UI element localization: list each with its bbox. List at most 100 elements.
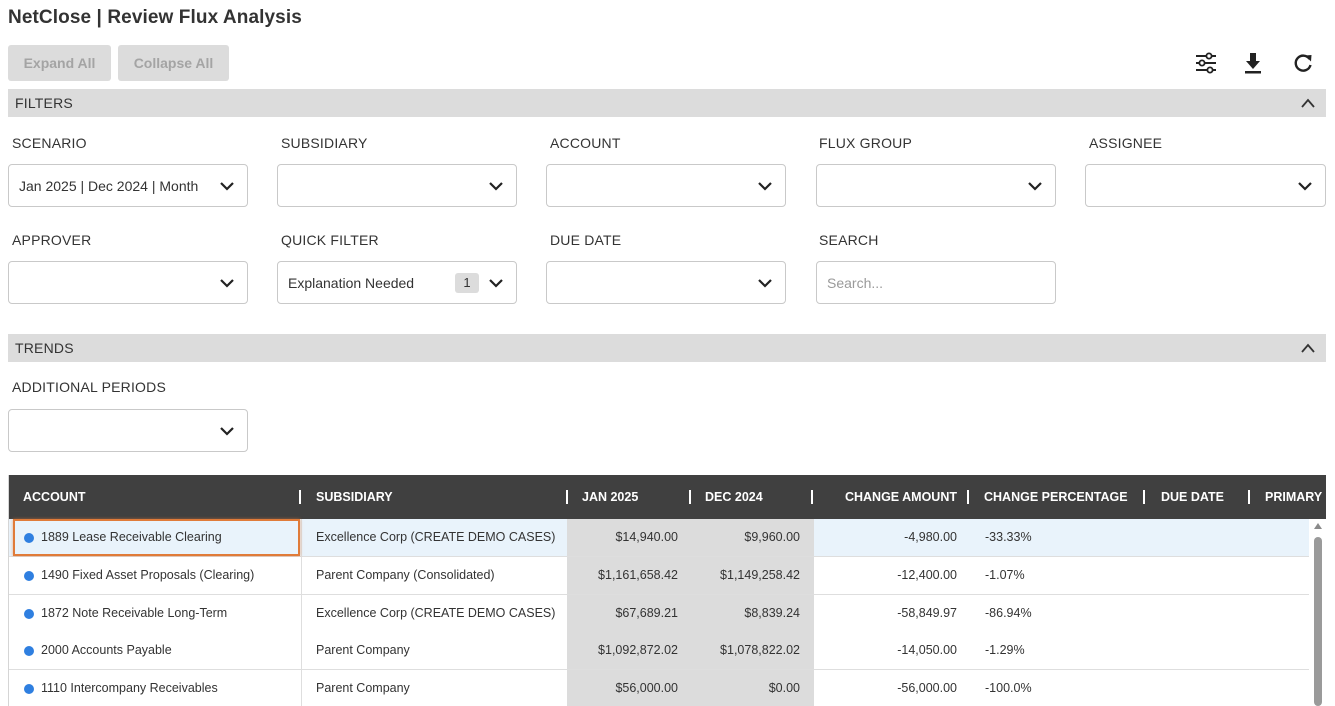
refresh-icon[interactable] (1290, 50, 1316, 76)
change-amount-cell: -12,400.00 (897, 568, 957, 582)
table-row[interactable]: 1889 Lease Receivable Clearing Excellenc… (9, 519, 1309, 557)
sliders-icon[interactable] (1193, 50, 1219, 76)
chevron-down-icon (220, 182, 234, 191)
table-row[interactable]: 2000 Accounts Payable Parent Company $1,… (9, 632, 1309, 670)
account-cell[interactable]: 1110 Intercompany Receivables (9, 670, 302, 706)
chevron-up-icon[interactable] (1300, 96, 1316, 110)
vertical-scrollbar[interactable] (1309, 519, 1326, 706)
chevron-down-icon (489, 182, 503, 191)
table-row[interactable]: 1490 Fixed Asset Proposals (Clearing) Pa… (9, 557, 1309, 595)
chevron-down-icon (489, 279, 503, 288)
trends-section-label: TRENDS (15, 340, 74, 356)
chevron-down-icon (1028, 182, 1042, 191)
chevron-down-icon (758, 279, 772, 288)
table-row[interactable]: 1110 Intercompany Receivables Parent Com… (9, 670, 1309, 706)
status-dot (24, 609, 34, 619)
column-resize-handle[interactable] (1248, 490, 1250, 504)
collapse-all-button[interactable]: Collapse All (118, 45, 229, 81)
additional-periods-select[interactable] (8, 409, 248, 452)
change-percentage-cell: -86.94% (985, 606, 1032, 620)
column-header-account[interactable]: ACCOUNT (23, 490, 86, 504)
due-date-cell (1161, 595, 1249, 632)
trends-section-header[interactable]: TRENDS (8, 334, 1326, 362)
scroll-up-icon[interactable] (1314, 523, 1322, 529)
column-resize-handle[interactable] (299, 490, 301, 504)
status-dot (24, 646, 34, 656)
table-header: ACCOUNT SUBSIDIARY JAN 2025 DEC 2024 CHA… (9, 475, 1326, 519)
chevron-down-icon (758, 182, 772, 191)
account-cell[interactable]: 1889 Lease Receivable Clearing (9, 519, 302, 556)
subsidiary-cell: Excellence Corp (CREATE DEMO CASES) (316, 606, 556, 620)
account-name: 1490 Fixed Asset Proposals (Clearing) (41, 568, 255, 582)
quick-filter-label: QUICK FILTER (281, 232, 379, 248)
search-label: SEARCH (819, 232, 879, 248)
approver-select[interactable] (8, 261, 248, 304)
expand-all-button[interactable]: Expand All (8, 45, 111, 81)
download-icon[interactable] (1240, 50, 1266, 76)
quick-filter-value: Explanation Needed (288, 275, 415, 291)
account-select[interactable] (546, 164, 786, 207)
dec-2024-cell: $1,149,258.42 (690, 557, 814, 594)
account-name: 1872 Note Receivable Long-Term (41, 606, 228, 620)
column-header-due-date[interactable]: DUE DATE (1161, 490, 1224, 504)
column-header-jan-2025[interactable]: JAN 2025 (582, 490, 639, 504)
quick-filter-count-badge: 1 (455, 273, 479, 293)
flux-group-select[interactable] (816, 164, 1056, 207)
column-resize-handle[interactable] (811, 490, 813, 504)
column-resize-handle[interactable] (566, 490, 568, 504)
change-percentage-cell: -100.0% (985, 681, 1032, 695)
account-cell[interactable]: 1872 Note Receivable Long-Term (9, 595, 302, 632)
change-amount-cell: -58,849.97 (897, 606, 957, 620)
column-resize-handle[interactable] (967, 490, 969, 504)
subsidiary-select[interactable] (277, 164, 517, 207)
column-header-subsidiary[interactable]: SUBSIDIARY (316, 490, 393, 504)
column-header-dec-2024[interactable]: DEC 2024 (705, 490, 763, 504)
account-name: 2000 Accounts Payable (41, 643, 172, 657)
status-dot (24, 533, 34, 543)
filters-section-header[interactable]: FILTERS (8, 89, 1326, 117)
dec-2024-cell: $1,078,822.02 (690, 632, 814, 669)
subsidiary-cell: Excellence Corp (CREATE DEMO CASES) (316, 530, 556, 544)
due-date-cell (1161, 632, 1249, 669)
jan-2025-cell: $14,940.00 (567, 519, 690, 556)
change-amount-cell: -4,980.00 (904, 530, 957, 544)
filters-section-label: FILTERS (15, 95, 73, 111)
chevron-up-icon[interactable] (1300, 341, 1316, 355)
table-row[interactable]: 1872 Note Receivable Long-Term Excellenc… (9, 595, 1309, 633)
due-date-cell (1161, 519, 1249, 556)
additional-periods-label: ADDITIONAL PERIODS (12, 379, 166, 395)
column-resize-handle[interactable] (1143, 490, 1145, 504)
column-header-primary[interactable]: PRIMARY I (1265, 490, 1326, 504)
jan-2025-cell: $1,161,658.42 (567, 557, 690, 594)
flux-group-label: FLUX GROUP (819, 135, 913, 151)
search-input[interactable] (816, 261, 1056, 304)
due-date-select[interactable] (546, 261, 786, 304)
due-date-label: DUE DATE (550, 232, 622, 248)
account-name: 1110 Intercompany Receivables (41, 681, 218, 695)
assignee-label: ASSIGNEE (1089, 135, 1163, 151)
subsidiary-label: SUBSIDIARY (281, 135, 368, 151)
change-amount-cell: -56,000.00 (897, 681, 957, 695)
jan-2025-cell: $56,000.00 (567, 670, 690, 706)
column-header-change-percentage[interactable]: CHANGE PERCENTAGE (984, 490, 1128, 504)
quick-filter-select[interactable]: Explanation Needed 1 (277, 261, 517, 304)
change-amount-cell: -14,050.00 (897, 643, 957, 657)
subsidiary-cell: Parent Company (316, 681, 410, 695)
chevron-down-icon (220, 427, 234, 436)
chevron-down-icon (1298, 182, 1312, 191)
dec-2024-cell: $9,960.00 (690, 519, 814, 556)
page-title: NetClose | Review Flux Analysis (8, 7, 302, 28)
flux-analysis-table: ACCOUNT SUBSIDIARY JAN 2025 DEC 2024 CHA… (8, 475, 1326, 706)
scenario-label: SCENARIO (12, 135, 87, 151)
scrollbar-thumb[interactable] (1314, 537, 1322, 706)
account-cell[interactable]: 2000 Accounts Payable (9, 632, 302, 669)
status-dot (24, 571, 34, 581)
assignee-select[interactable] (1085, 164, 1326, 207)
column-header-change-amount[interactable]: CHANGE AMOUNT (844, 490, 957, 504)
due-date-cell (1161, 557, 1249, 594)
status-dot (24, 684, 34, 694)
column-resize-handle[interactable] (689, 490, 691, 504)
account-cell[interactable]: 1490 Fixed Asset Proposals (Clearing) (9, 557, 302, 594)
scenario-select[interactable]: Jan 2025 | Dec 2024 | Month (8, 164, 248, 207)
chevron-down-icon (220, 279, 234, 288)
